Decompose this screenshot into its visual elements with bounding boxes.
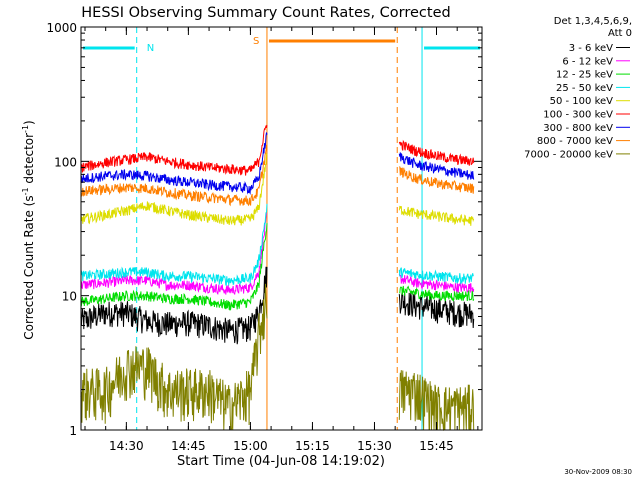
plot-frame xyxy=(80,26,483,431)
footer-timestamp: 30-Nov-2009 08:30 xyxy=(564,468,632,476)
legend-label-4: 50 - 100 keV xyxy=(550,96,614,107)
series-line-after-5 xyxy=(398,139,475,166)
x-tick-label: 15:15 xyxy=(295,439,330,453)
legend-label-0: 3 - 6 keV xyxy=(569,43,613,54)
night-marker-label: N xyxy=(147,43,154,54)
series-line-2 xyxy=(80,223,268,312)
x-tick-label: 14:45 xyxy=(171,439,206,453)
series-line-after-0 xyxy=(398,291,475,329)
saa-marker-label: S xyxy=(253,36,259,47)
legend-label-7: 800 - 7000 keV xyxy=(537,136,613,147)
y-axis-label-end: ) xyxy=(22,120,36,125)
legend-label-1: 6 - 12 keV xyxy=(562,56,613,67)
legend-label-6: 300 - 800 keV xyxy=(543,123,613,134)
y-axis-label-sup2: -1 xyxy=(21,125,30,133)
y-axis-label-sup1: -1 xyxy=(21,187,30,195)
series-line-3 xyxy=(80,203,268,286)
series-line-after-8 xyxy=(398,370,475,431)
series-line-after-7 xyxy=(399,166,475,194)
y-axis-label: Corrected Count Rate (s-1 detector-1) xyxy=(21,120,36,339)
y-tick-label: 1 xyxy=(69,424,77,438)
series-line-after-4 xyxy=(398,205,475,226)
legend-label-8: 7000 - 20000 keV xyxy=(524,149,613,160)
series-line-7 xyxy=(80,144,268,207)
x-tick-label: 14:30 xyxy=(109,439,144,453)
series-line-1 xyxy=(80,212,268,295)
legend-label-3: 25 - 50 keV xyxy=(556,83,613,94)
legend-label-5: 100 - 300 keV xyxy=(543,110,613,121)
series-layer xyxy=(80,124,475,431)
series-line-after-2 xyxy=(399,285,475,302)
series-line-after-3 xyxy=(398,267,474,285)
y-tick-label: 100 xyxy=(54,155,77,169)
series-line-after-1 xyxy=(398,273,475,294)
y-tick-label: 10 xyxy=(62,290,77,304)
x-axis-label: Start Time (04-Jun-08 14:19:02) xyxy=(177,454,385,469)
series-line-4 xyxy=(80,152,268,226)
x-tick-label: 15:30 xyxy=(357,439,392,453)
series-line-after-6 xyxy=(398,152,475,180)
series-line-0 xyxy=(80,266,268,345)
series-line-8 xyxy=(80,283,268,431)
observing-intervals: NS xyxy=(80,27,483,430)
axes: 14:30 14:45 15:00 15:15 15:30 15:45 1 10 100 1000 xyxy=(46,21,483,453)
y-tick-label: 1000 xyxy=(46,21,77,35)
legend-header-line1: Det 1,3,4,5,6,9, xyxy=(554,16,632,27)
legend-label-2: 12 - 25 keV xyxy=(556,70,613,81)
series-line-6 xyxy=(80,132,268,196)
series-line-5 xyxy=(80,124,268,176)
y-axis-label-mid: detector xyxy=(22,133,36,188)
x-tick-label: 15:00 xyxy=(233,439,268,453)
x-tick-label: 15:45 xyxy=(419,439,454,453)
legend-header-line2: Att 0 xyxy=(608,28,632,39)
legend: 3 - 6 keV 6 - 12 keV 12 - 25 keV 25 - 50 ke… xyxy=(524,43,630,160)
chart-title: HESSI Observing Summary Count Rates, Cor… xyxy=(81,5,450,21)
y-axis-label-main: Corrected Count Rate (s xyxy=(22,195,36,339)
